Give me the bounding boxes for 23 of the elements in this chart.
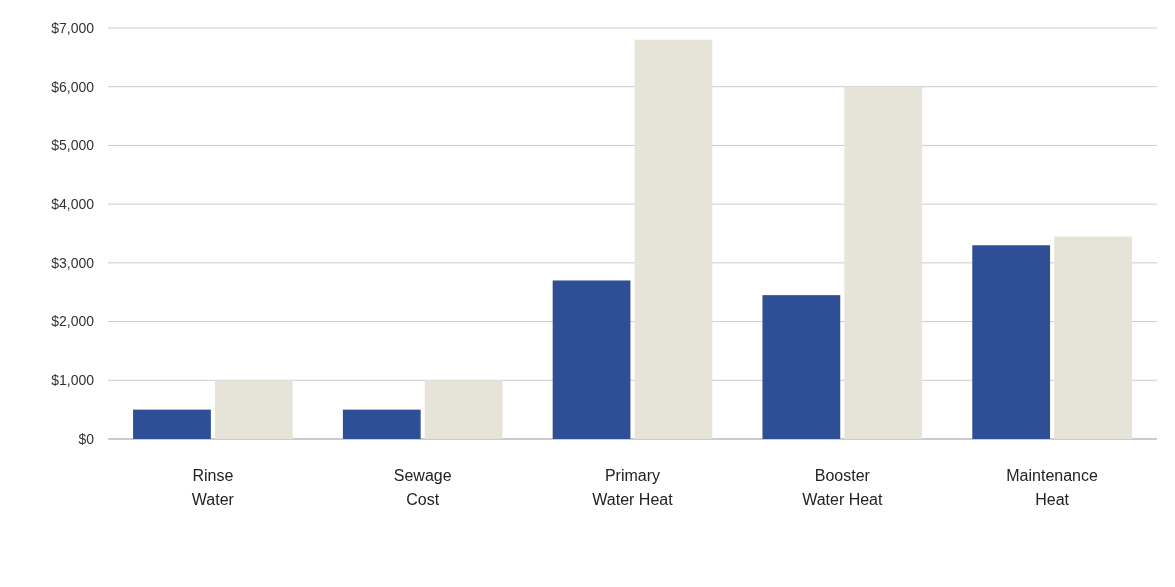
y-tick-label: $6,000 [51, 78, 95, 95]
bar [972, 245, 1051, 439]
bar [214, 380, 293, 439]
x-tick-label: Maintenance Heat [1006, 467, 1099, 508]
x-tick-label: Sewage Cost [393, 467, 452, 508]
bar [762, 295, 841, 439]
y-tick-label: $7,000 [51, 19, 95, 36]
x-tick-label: Rinse Water [191, 467, 235, 508]
y-tick-label: $5,000 [51, 137, 95, 154]
y-tick-label: $1,000 [51, 372, 95, 389]
x-tick-label: Primary Water Heat [592, 467, 674, 508]
x-tick-label: Booster Water Heat [802, 467, 884, 508]
y-tick-label: $0 [78, 430, 95, 447]
bar [133, 409, 211, 439]
bar [552, 280, 631, 439]
bar [424, 380, 503, 439]
bar [634, 39, 713, 439]
bar [844, 86, 923, 439]
y-tick-label: $2,000 [51, 313, 95, 330]
bar [342, 409, 421, 439]
bar [1054, 236, 1132, 439]
y-tick-label: $3,000 [51, 254, 95, 271]
y-tick-label: $4,000 [51, 196, 95, 213]
